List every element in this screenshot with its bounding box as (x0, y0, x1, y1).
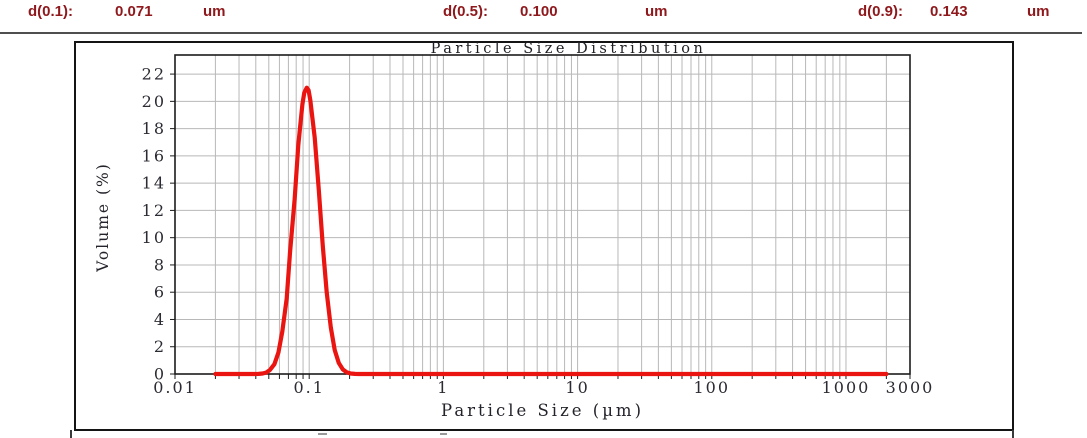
cutoff-right-tick (1012, 430, 1014, 438)
d90-value: 0.143 (930, 3, 968, 20)
x-tick-label: 0.01 (153, 378, 197, 397)
x-tick-label: 10 (565, 378, 589, 397)
d10-unit: um (203, 3, 226, 20)
distribution-curve (213, 85, 889, 377)
d10-value: 0.071 (115, 3, 153, 20)
cutoff-speck (318, 433, 327, 435)
chart-title: Particle Size Distribution (430, 41, 707, 57)
cutoff-speck (440, 433, 447, 435)
cutoff-left-tick (70, 430, 72, 438)
d90-unit: um (1027, 3, 1050, 20)
d10-label: d(0.1): (28, 3, 73, 20)
y-tick-label: 20 (142, 92, 166, 111)
plot-frame (174, 54, 911, 375)
chart-container: 0.01 0.1 1 10 100 1000 3000 0 2 4 6 8 10 12 14 16 18 20 22… (74, 41, 1014, 431)
y-tick-label: 0 (154, 365, 166, 384)
y-tick-label: 16 (142, 146, 166, 165)
x-tick-label: 1 (437, 378, 449, 397)
x-tick-label: 0.1 (293, 378, 324, 397)
y-tick-label: 6 (154, 283, 166, 302)
x-tick-label: 1000 (822, 378, 871, 397)
y-tick-label: 22 (142, 65, 166, 84)
y-tick-label: 2 (154, 337, 166, 356)
y-tick-label: 18 (142, 119, 166, 138)
y-tick-label: 12 (142, 201, 166, 220)
header-divider (0, 32, 1082, 34)
y-tick-label: 4 (154, 310, 166, 329)
y-axis-label: Volume (%) (94, 162, 112, 272)
d90-label: d(0.9): (858, 3, 903, 20)
d50-label: d(0.5): (443, 3, 488, 20)
x-tick-label: 3000 (886, 378, 935, 397)
x-tick-label: 100 (694, 378, 731, 397)
y-tick-label: 10 (142, 228, 166, 247)
x-axis-label: Particle Size (µm) (440, 401, 645, 420)
particle-size-chart: 0.01 0.1 1 10 100 1000 3000 0 2 4 6 8 10 12 14 16 18 20 22 (142, 54, 935, 397)
y-tick-label: 8 (154, 255, 166, 274)
y-tick-label: 14 (142, 174, 166, 193)
d50-unit: um (645, 3, 668, 20)
d50-value: 0.100 (520, 3, 558, 20)
